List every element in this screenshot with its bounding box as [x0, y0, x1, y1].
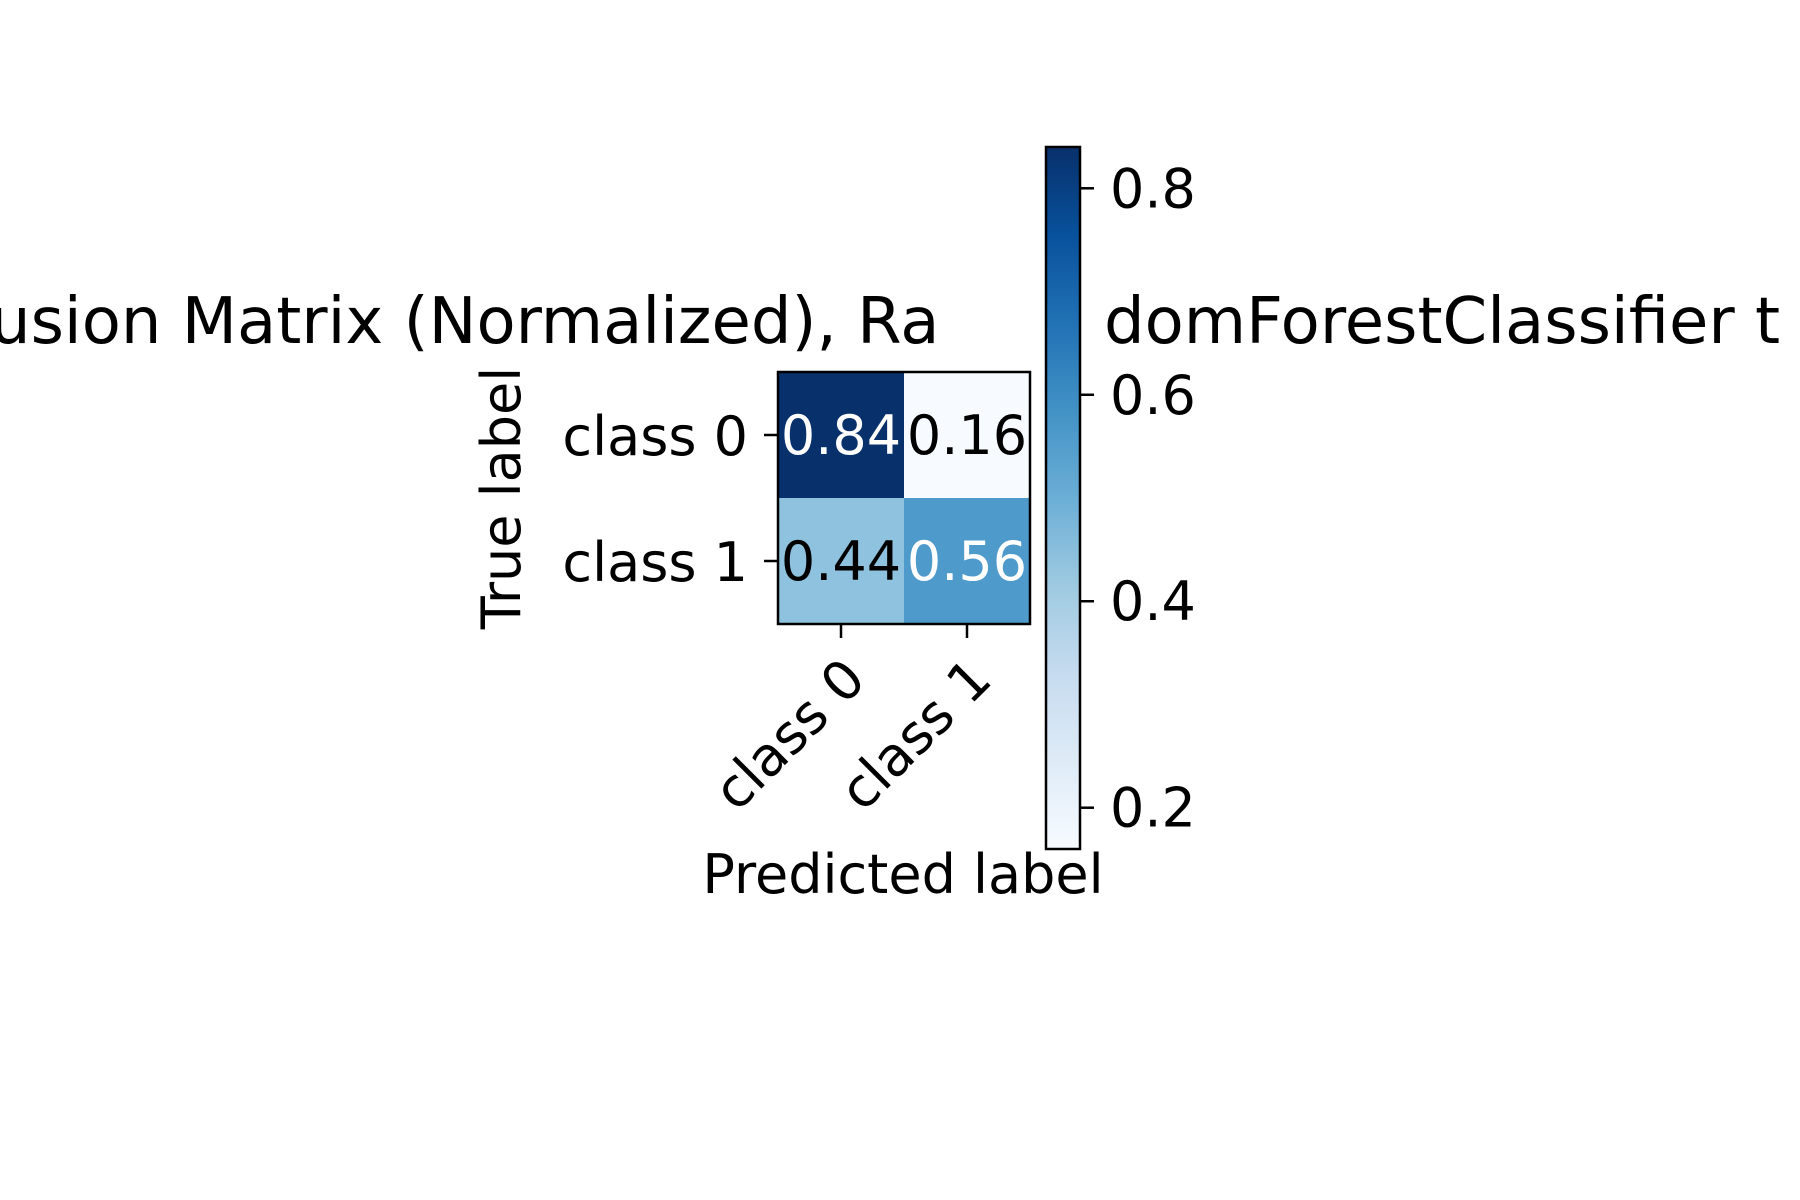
- heatmap-cell-1-1: [904, 498, 1030, 624]
- heatmap-cell-1-0: [778, 498, 904, 624]
- colorbar-tick-label-0: 0.2: [1110, 777, 1196, 840]
- chart-title-continued: domForestClassifier t: [1104, 285, 1780, 359]
- heatmap-cell-label-0-0: 0.84: [781, 404, 901, 467]
- y-axis-label: True label: [470, 367, 533, 630]
- colorbar-tick-label-3: 0.8: [1110, 157, 1196, 220]
- heatmap-cell-label-1-0: 0.44: [781, 530, 901, 593]
- heatmap-cell-label-1-1: 0.56: [907, 530, 1027, 593]
- colorbar-tick-label-1: 0.4: [1110, 570, 1196, 633]
- heatmap-frame: [776, 370, 1032, 626]
- colorbar-tick-label-2: 0.6: [1110, 364, 1196, 427]
- chart-title: usion Matrix (Normalized), Ra: [0, 285, 939, 359]
- x-axis-label: Predicted label: [702, 843, 1103, 906]
- y-tick-label-1: class 1: [562, 531, 748, 594]
- heatmap-cell-0-1: [904, 372, 1030, 498]
- heatmap-cell-0-0: [778, 372, 904, 498]
- colorbar: [1044, 145, 1082, 851]
- y-tick-label-0: class 0: [562, 405, 748, 468]
- heatmap-cells: [778, 372, 1030, 624]
- heatmap-cell-labels: 0.84 0.160.44 0.56: [781, 404, 1027, 593]
- colorbar-ticks: 0.2 0.4 0.6 0.8: [1080, 157, 1196, 840]
- heatmap-cell-label-0-1: 0.16: [907, 404, 1027, 467]
